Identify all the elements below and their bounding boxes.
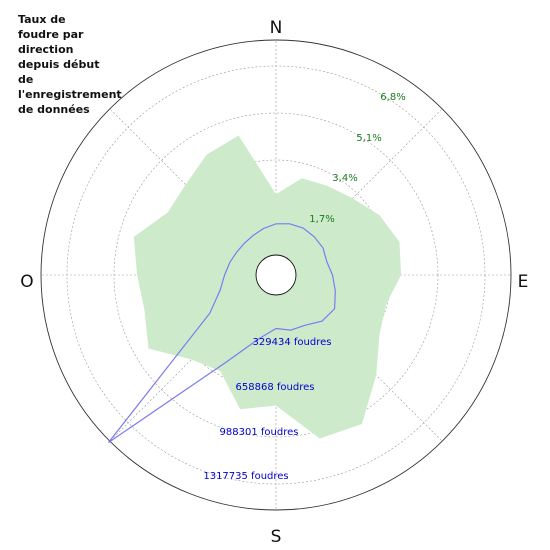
count-label: 658868 foudres (236, 382, 315, 393)
count-series (108, 223, 336, 443)
count-label: 988301 foudres (220, 427, 299, 438)
compass-label-s: S (271, 527, 282, 547)
compass-label-n: N (270, 18, 283, 38)
center-hole (255, 254, 297, 296)
pct-label: 5,1% (356, 133, 381, 144)
pct-label: 6,8% (380, 92, 405, 103)
pct-label: 3,4% (332, 173, 357, 184)
count-line (108, 223, 336, 443)
chart-title: Taux de foudre par direction depuis débu… (18, 13, 122, 116)
count-label: 1317735 foudres (203, 471, 288, 482)
count-label: 329434 foudres (253, 337, 332, 348)
axis-labels: N E S O 1,7% 3,4% 5,1% 6,8% 329434 foudres 658868… (20, 18, 528, 547)
compass-label-e: E (518, 272, 529, 292)
grid-ring (40, 39, 512, 511)
compass-label-o: O (20, 272, 33, 292)
pct-label: 1,7% (309, 214, 334, 225)
